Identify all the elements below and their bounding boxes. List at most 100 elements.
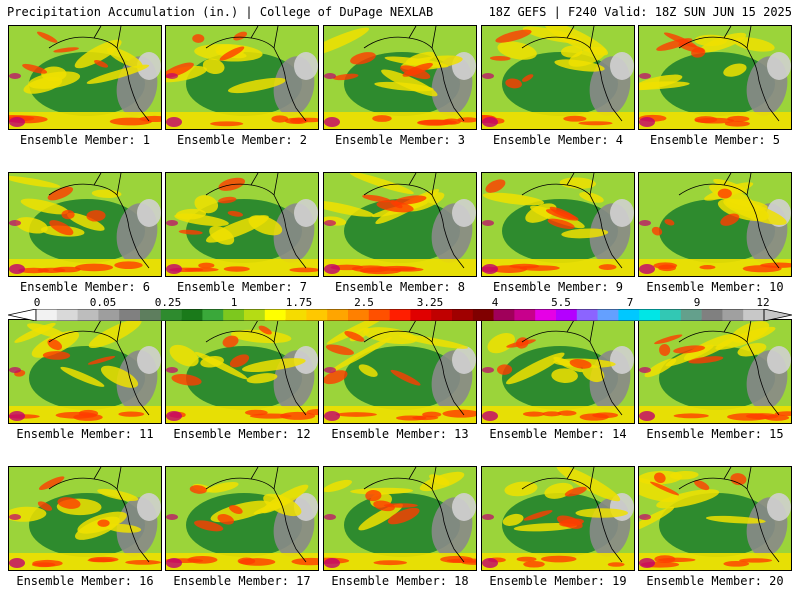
precip-map [639, 320, 791, 423]
ensemble-map-panel [323, 466, 477, 571]
ensemble-map-panel [165, 466, 319, 571]
colorbar-segment [452, 309, 474, 321]
colorbar-segment [639, 309, 661, 321]
ensemble-map-panel [323, 319, 477, 424]
colorbar-segment [348, 309, 370, 321]
valid-time: 18Z GEFS | F240 Valid: 18Z SUN JUN 15 20… [488, 5, 792, 19]
ensemble-member-label: Ensemble Member: 12 [173, 427, 311, 441]
colorbar-tick-label: 0.05 [89, 296, 117, 309]
ensemble-member-label: Ensemble Member: 16 [16, 574, 154, 588]
colorbar-segment [493, 309, 515, 321]
colorbar-segment [244, 309, 266, 321]
ensemble-map-panel [481, 172, 635, 277]
ensemble-member-label: Ensemble Member: 15 [646, 427, 784, 441]
colorbar-segment [514, 309, 536, 321]
ensemble-map-panel [323, 172, 477, 277]
ensemble-member-label: Ensemble Member: 10 [646, 280, 784, 294]
precip-map [482, 467, 634, 570]
precip-map [166, 320, 318, 423]
ensemble-member-label: Ensemble Member: 9 [492, 280, 624, 294]
ensemble-map-panel [8, 25, 162, 130]
ensemble-member-label: Ensemble Member: 14 [489, 427, 627, 441]
colorbar-segment [306, 309, 328, 321]
colorbar-segment [223, 309, 245, 321]
colorbar-segment [264, 309, 286, 321]
precip-map [324, 467, 476, 570]
colorbar-segment [535, 309, 557, 321]
colorbar-segment [597, 309, 619, 321]
colorbar-segment [368, 309, 390, 321]
colorbar-segment [556, 309, 578, 321]
colorbar-segment [98, 309, 120, 321]
ensemble-map-panel [165, 319, 319, 424]
colorbar-segment [140, 309, 162, 321]
ensemble-member-label: Ensemble Member: 2 [176, 133, 308, 147]
precip-map [324, 26, 476, 129]
colorbar-segment [389, 309, 411, 321]
colorbar-tick-label: 0 [33, 296, 41, 309]
ensemble-member-label: Ensemble Member: 3 [334, 133, 466, 147]
colorbar-segment [77, 309, 99, 321]
colorbar-segment [701, 309, 723, 321]
colorbar-segment [431, 309, 453, 321]
ensemble-map-panel [481, 25, 635, 130]
colorbar-segment [56, 309, 78, 321]
colorbar-segment [202, 309, 224, 321]
colorbar-segment [119, 309, 141, 321]
precip-map [9, 173, 161, 276]
colorbar-segment [576, 309, 598, 321]
ensemble-member-label: Ensemble Member: 13 [331, 427, 469, 441]
ensemble-map-panel [165, 25, 319, 130]
ensemble-map-panel [165, 172, 319, 277]
ensemble-map-panel [8, 466, 162, 571]
ensemble-member-label: Ensemble Member: 8 [334, 280, 466, 294]
colorbar-tick-label: 4 [491, 296, 499, 309]
colorbar-segment [181, 309, 203, 321]
ensemble-map-panel [8, 319, 162, 424]
colorbar-max-arrow [763, 309, 792, 321]
precip-map [482, 320, 634, 423]
ensemble-map-panel [323, 25, 477, 130]
ensemble-map-panel [8, 172, 162, 277]
precip-map [639, 173, 791, 276]
colorbar-tick-label: 1 [230, 296, 238, 309]
ensemble-map-panel [638, 172, 792, 277]
ensemble-member-label: Ensemble Member: 17 [173, 574, 311, 588]
ensemble-member-label: Ensemble Member: 6 [19, 280, 151, 294]
colorbar-tick-label: 12 [756, 296, 770, 309]
colorbar-tick-label: 3.25 [416, 296, 444, 309]
colorbar-segment [722, 309, 744, 321]
ensemble-member-label: Ensemble Member: 18 [331, 574, 469, 588]
map-title: Precipitation Accumulation (in.) | Colle… [7, 5, 434, 19]
precip-map [482, 26, 634, 129]
precip-map [166, 26, 318, 129]
ensemble-map-panel [481, 466, 635, 571]
colorbar-segment [410, 309, 432, 321]
colorbar-tick-label: 0.25 [154, 296, 182, 309]
colorbar-segment [660, 309, 682, 321]
colorbar-tick-label: 5.5 [551, 296, 571, 309]
colorbar-segment [472, 309, 494, 321]
colorbar-segment [680, 309, 702, 321]
colorbar-min-arrow [8, 309, 37, 321]
ensemble-map-panel [638, 466, 792, 571]
colorbar-segment [743, 309, 765, 321]
colorbar [8, 309, 792, 321]
ensemble-member-label: Ensemble Member: 19 [489, 574, 627, 588]
colorbar-tick-label: 2.5 [354, 296, 374, 309]
colorbar-segment [618, 309, 640, 321]
colorbar-segment [36, 309, 58, 321]
ensemble-member-label: Ensemble Member: 1 [19, 133, 151, 147]
precip-map [166, 173, 318, 276]
precip-map [324, 320, 476, 423]
precip-map [9, 467, 161, 570]
ensemble-map-panel [638, 319, 792, 424]
precip-map [324, 173, 476, 276]
precip-map [639, 467, 791, 570]
precip-map [9, 320, 161, 423]
ensemble-map-panel [638, 25, 792, 130]
ensemble-map-panel [481, 319, 635, 424]
ensemble-member-label: Ensemble Member: 11 [16, 427, 154, 441]
ensemble-member-label: Ensemble Member: 20 [646, 574, 784, 588]
precip-map [482, 173, 634, 276]
